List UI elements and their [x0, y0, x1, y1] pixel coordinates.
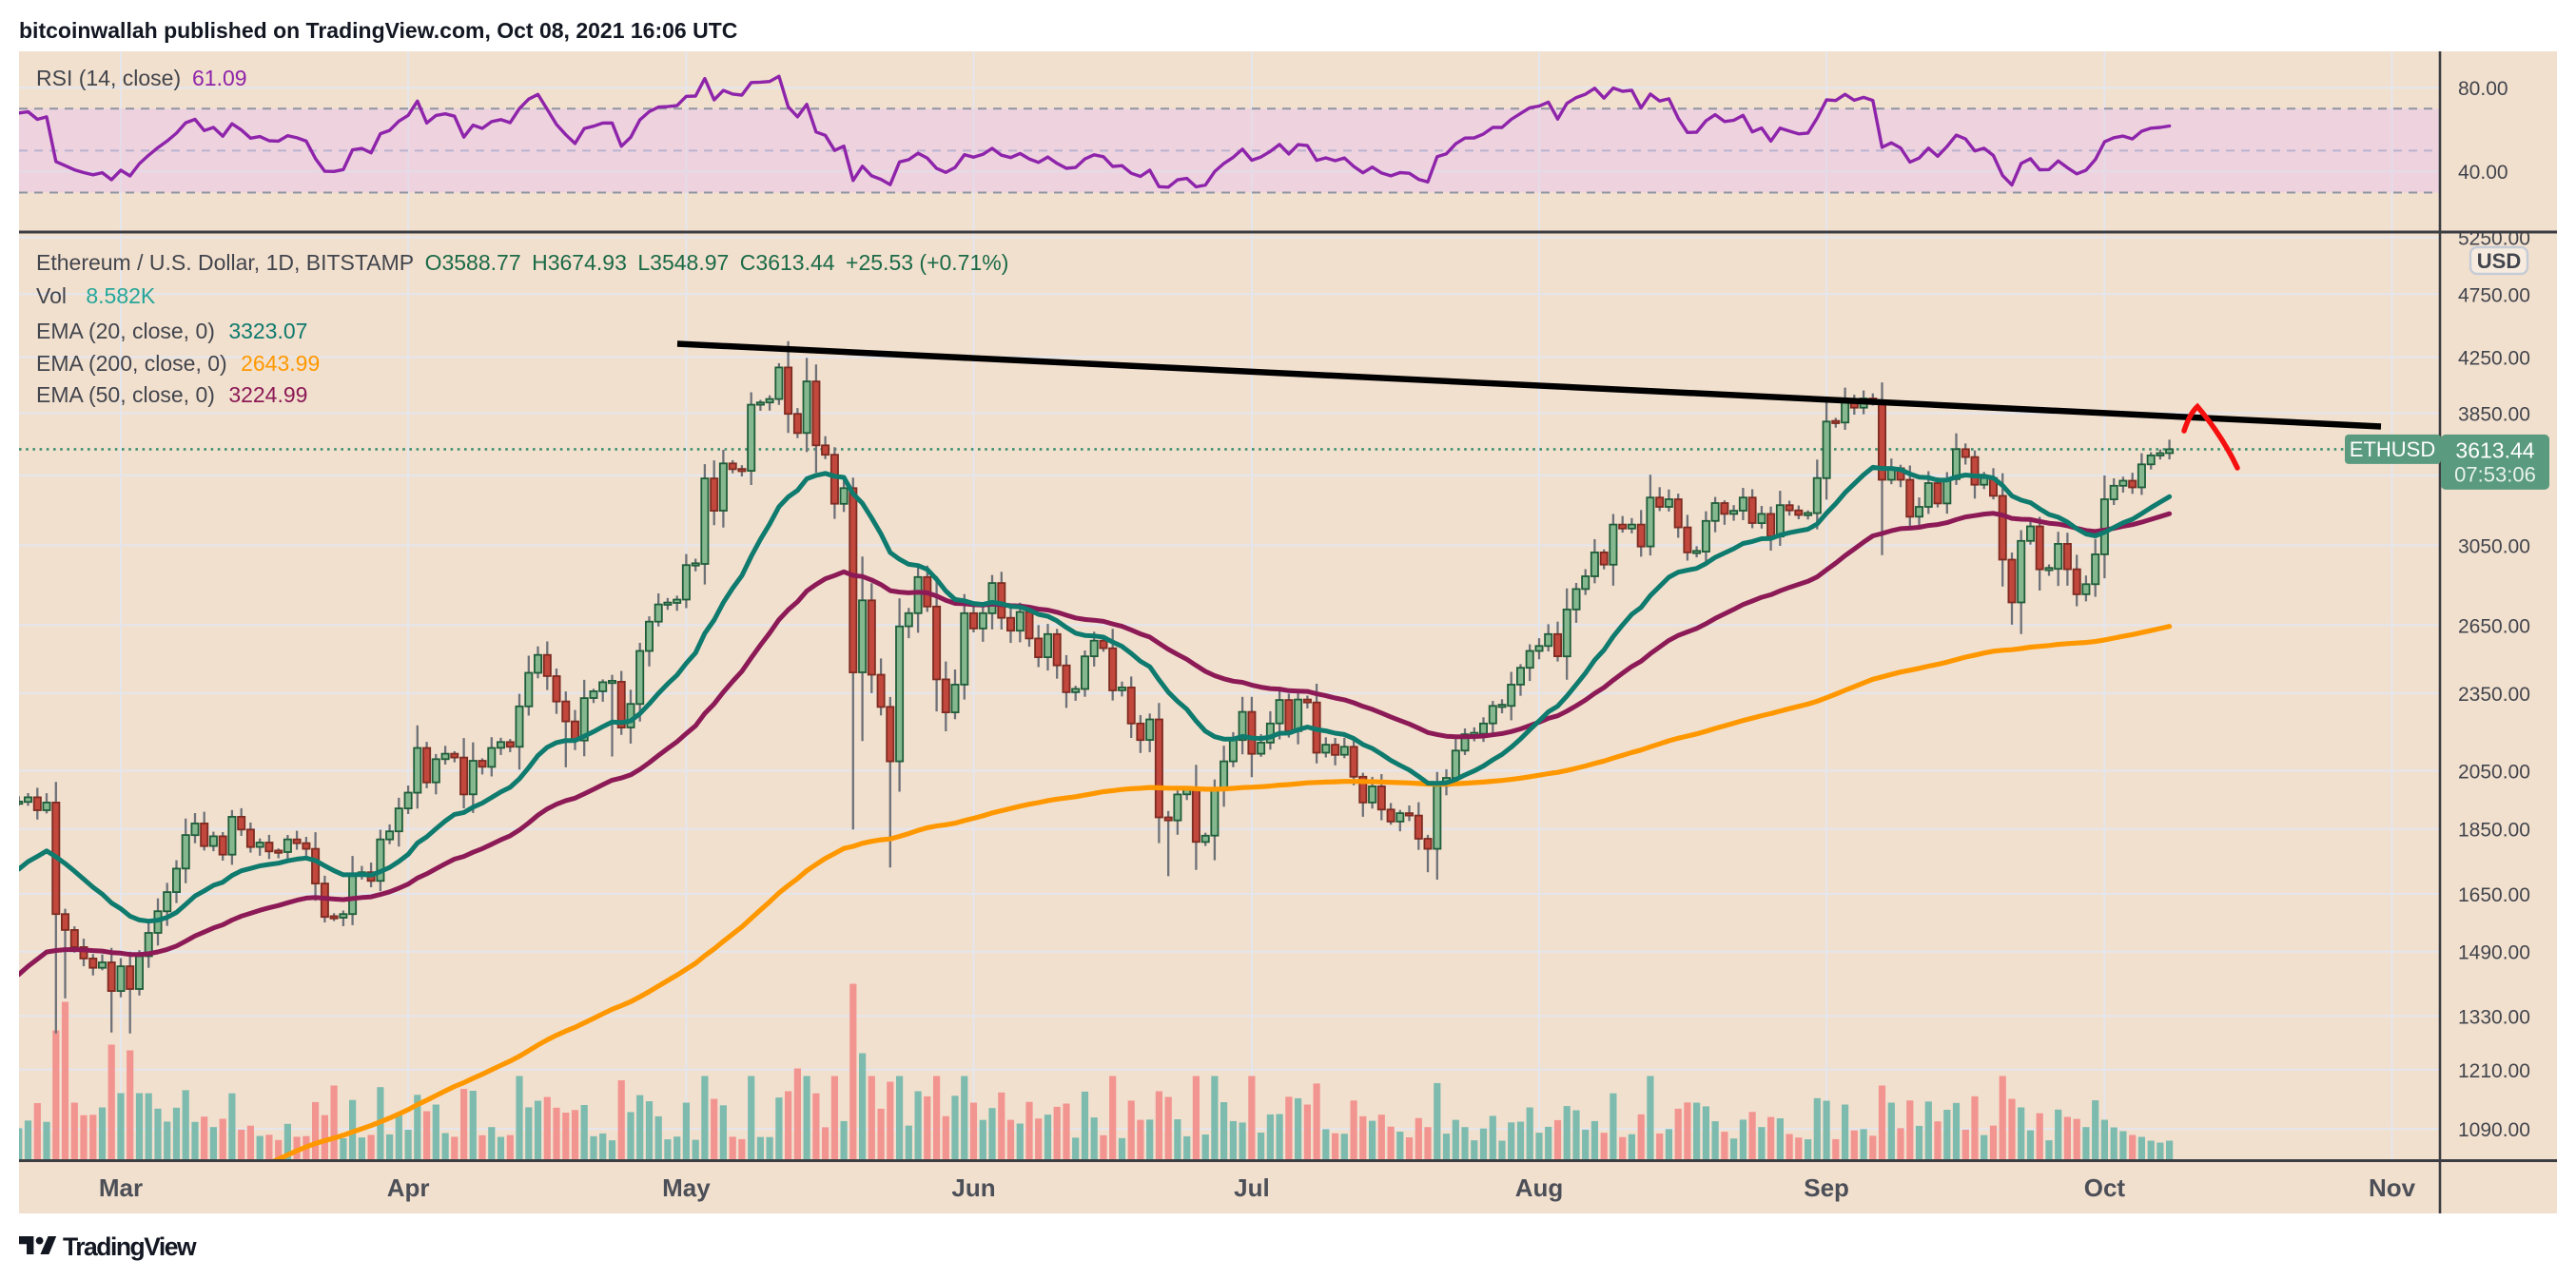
svg-text:RSI (14, close): RSI (14, close) [36, 66, 181, 90]
svg-text:80.00: 80.00 [2458, 78, 2508, 100]
svg-text:Jul: Jul [1234, 1173, 1270, 1202]
svg-text:Aug: Aug [1515, 1173, 1564, 1202]
svg-text:Mar: Mar [99, 1173, 143, 1202]
svg-text:61.09: 61.09 [192, 66, 247, 90]
svg-text:3050.00: 3050.00 [2458, 536, 2530, 558]
svg-text:07:53:06: 07:53:06 [2454, 462, 2536, 486]
svg-text:2050.00: 2050.00 [2458, 761, 2530, 783]
svg-text:Jun: Jun [951, 1173, 995, 1202]
svg-text:Apr: Apr [387, 1173, 430, 1202]
svg-text:1090.00: 1090.00 [2458, 1119, 2530, 1141]
svg-text:Nov: Nov [2369, 1173, 2416, 1202]
svg-text:ETHUSD: ETHUSD [2350, 437, 2435, 461]
svg-text:Sep: Sep [1804, 1173, 1849, 1202]
svg-text:40.00: 40.00 [2458, 162, 2508, 184]
svg-text:Vol 8.582K: Vol 8.582K [36, 283, 156, 308]
svg-text:1490.00: 1490.00 [2458, 942, 2530, 964]
svg-text:May: May [662, 1173, 711, 1202]
svg-text:Ethereum / U.S. Dollar, 1D, BI: Ethereum / U.S. Dollar, 1D, BITSTAMP O35… [36, 250, 1008, 275]
svg-text:2650.00: 2650.00 [2458, 615, 2530, 637]
svg-text:3613.44: 3613.44 [2455, 437, 2534, 462]
svg-text:TradingView: TradingView [63, 1232, 197, 1261]
svg-text:EMA (50, close, 0) 3224.99: EMA (50, close, 0) 3224.99 [36, 382, 307, 407]
svg-text:USD: USD [2477, 249, 2521, 273]
svg-text:bitcoinwallah published on Tra: bitcoinwallah published on TradingView.c… [19, 18, 737, 43]
svg-text:4250.00: 4250.00 [2458, 348, 2530, 370]
svg-text:1650.00: 1650.00 [2458, 884, 2530, 906]
svg-text:Oct: Oct [2084, 1173, 2126, 1202]
svg-text:1850.00: 1850.00 [2458, 820, 2530, 842]
svg-text:3850.00: 3850.00 [2458, 404, 2530, 426]
svg-text:1210.00: 1210.00 [2458, 1060, 2530, 1082]
svg-text:EMA (200, close, 0) 2643.99: EMA (200, close, 0) 2643.99 [36, 351, 320, 376]
svg-text:EMA (20, close, 0) 3323.07: EMA (20, close, 0) 3323.07 [36, 319, 307, 343]
svg-text:4750.00: 4750.00 [2458, 284, 2530, 306]
svg-text:2350.00: 2350.00 [2458, 684, 2530, 706]
svg-text:1330.00: 1330.00 [2458, 1006, 2530, 1028]
